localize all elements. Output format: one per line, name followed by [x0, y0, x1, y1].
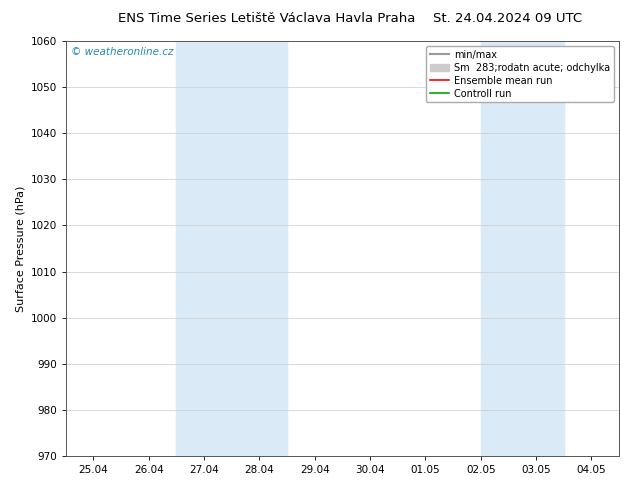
- Text: St. 24.04.2024 09 UTC: St. 24.04.2024 09 UTC: [432, 12, 582, 25]
- Bar: [176, 41, 287, 456]
- Legend: min/max, Sm  283;rodatn acute; odchylka, Ensemble mean run, Controll run: min/max, Sm 283;rodatn acute; odchylka, …: [426, 46, 614, 102]
- Y-axis label: Surface Pressure (hPa): Surface Pressure (hPa): [15, 185, 25, 312]
- Bar: [481, 41, 564, 456]
- Text: ENS Time Series Letiště Václava Havla Praha: ENS Time Series Letiště Václava Havla Pr…: [117, 12, 415, 25]
- Text: © weatheronline.cz: © weatheronline.cz: [72, 47, 174, 57]
